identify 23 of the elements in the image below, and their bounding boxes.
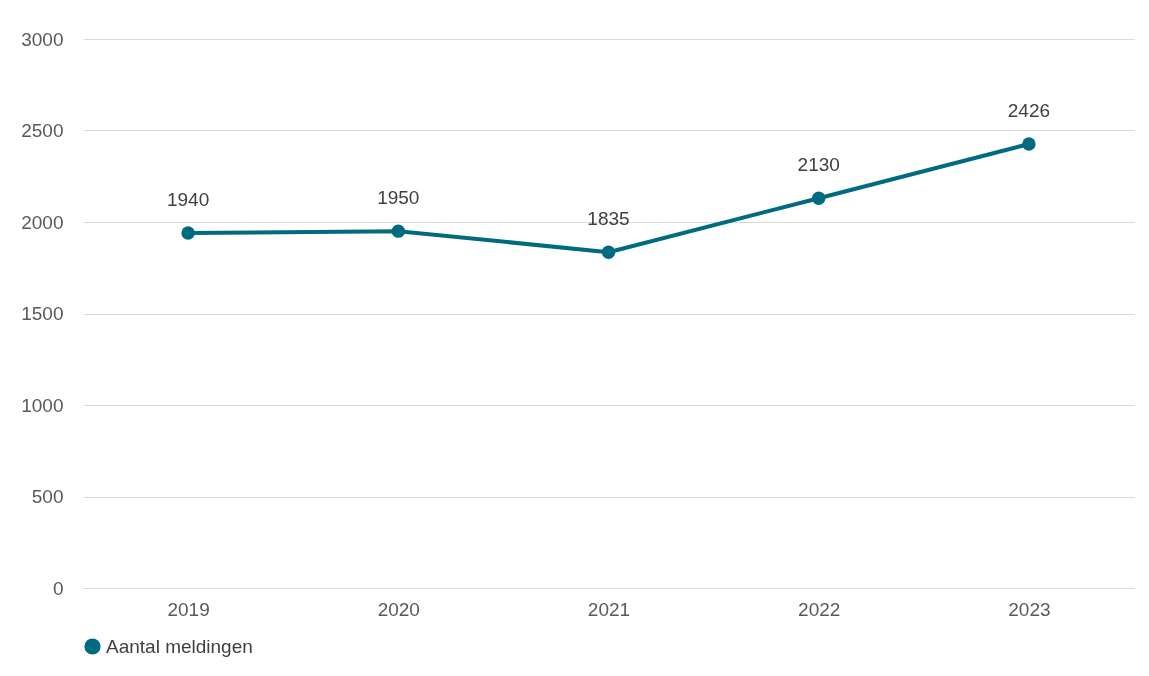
x-tick-label: 2020 — [377, 598, 420, 620]
point — [181, 226, 195, 240]
y-tick-label: 1500 — [21, 303, 64, 324]
data-label: 2130 — [797, 154, 840, 176]
point — [391, 224, 406, 238]
data-label: 1835 — [587, 208, 630, 230]
y-tick-label: 3000 — [21, 28, 64, 50]
x-tick-label: 2022 — [798, 598, 841, 620]
data-label: 1950 — [377, 187, 420, 209]
x-tick-label: 2023 — [1008, 598, 1051, 620]
y-tick-label: 2500 — [21, 120, 64, 141]
x-tick-label: 2021 — [587, 598, 631, 620]
y-tick-label: 0 — [52, 577, 64, 599]
legend-label: Aantal meldingen — [106, 635, 253, 657]
x-tick-label: 2019 — [167, 598, 210, 620]
y-tick-label: 500 — [31, 486, 64, 507]
point — [601, 245, 616, 259]
data-label: 1940 — [166, 188, 210, 210]
point — [1022, 137, 1036, 151]
point — [811, 191, 826, 205]
y-tick-label: 2000 — [21, 211, 64, 233]
y-tick-label: 1000 — [21, 394, 64, 416]
data-label: 2426 — [1007, 100, 1051, 122]
